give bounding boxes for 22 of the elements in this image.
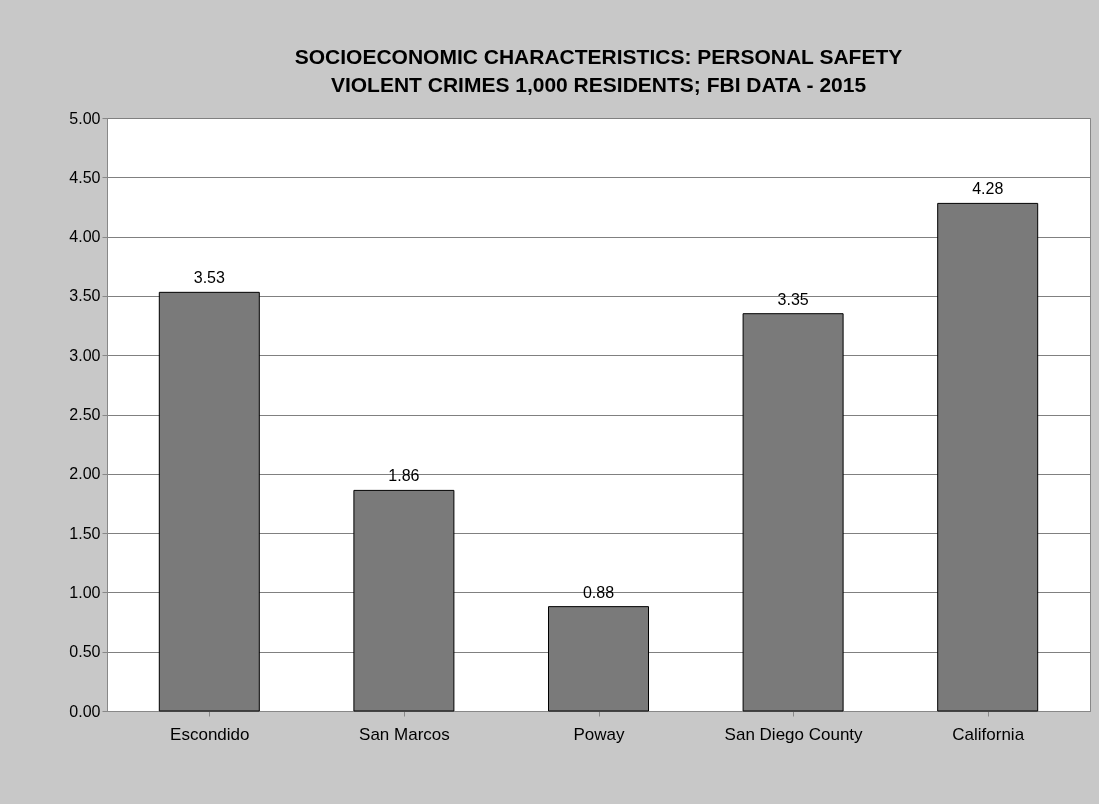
x-tick-label: Escondido [170, 724, 250, 744]
y-tick-label: 2.00 [69, 465, 101, 483]
data-label: 1.86 [388, 467, 420, 485]
y-tick-label: 0.00 [69, 702, 101, 720]
y-tick-label: 2.50 [69, 406, 101, 423]
x-tick-label: Poway [573, 724, 626, 744]
x-tick-label: California [952, 724, 1025, 744]
y-tick-label: 4.50 [69, 168, 101, 186]
data-label: 3.35 [777, 290, 809, 308]
data-label: 3.53 [193, 269, 225, 287]
x-tick-label: San Diego County [724, 724, 864, 744]
data-label: 0.88 [582, 583, 615, 601]
chart-title: SOCIOECONOMIC CHARACTERISTICS: PERSONAL SAFETY VIOLENT CRIMES 1,000 RESIDENTS; FBI DATA - 2015 [294, 45, 903, 96]
y-tick-label: 1.50 [69, 524, 101, 542]
y-tick-label: 1.00 [69, 583, 101, 601]
y-tick-label: 3.50 [69, 287, 101, 305]
data-label: 4.28 [972, 180, 1004, 198]
y-tick-label: 5.00 [69, 109, 101, 127]
y-tick-label: 3.00 [69, 346, 101, 364]
x-tick-label: San Marcos [359, 724, 450, 744]
y-tick-label: 4.00 [69, 228, 101, 246]
y-tick-label: 0.50 [69, 643, 101, 661]
